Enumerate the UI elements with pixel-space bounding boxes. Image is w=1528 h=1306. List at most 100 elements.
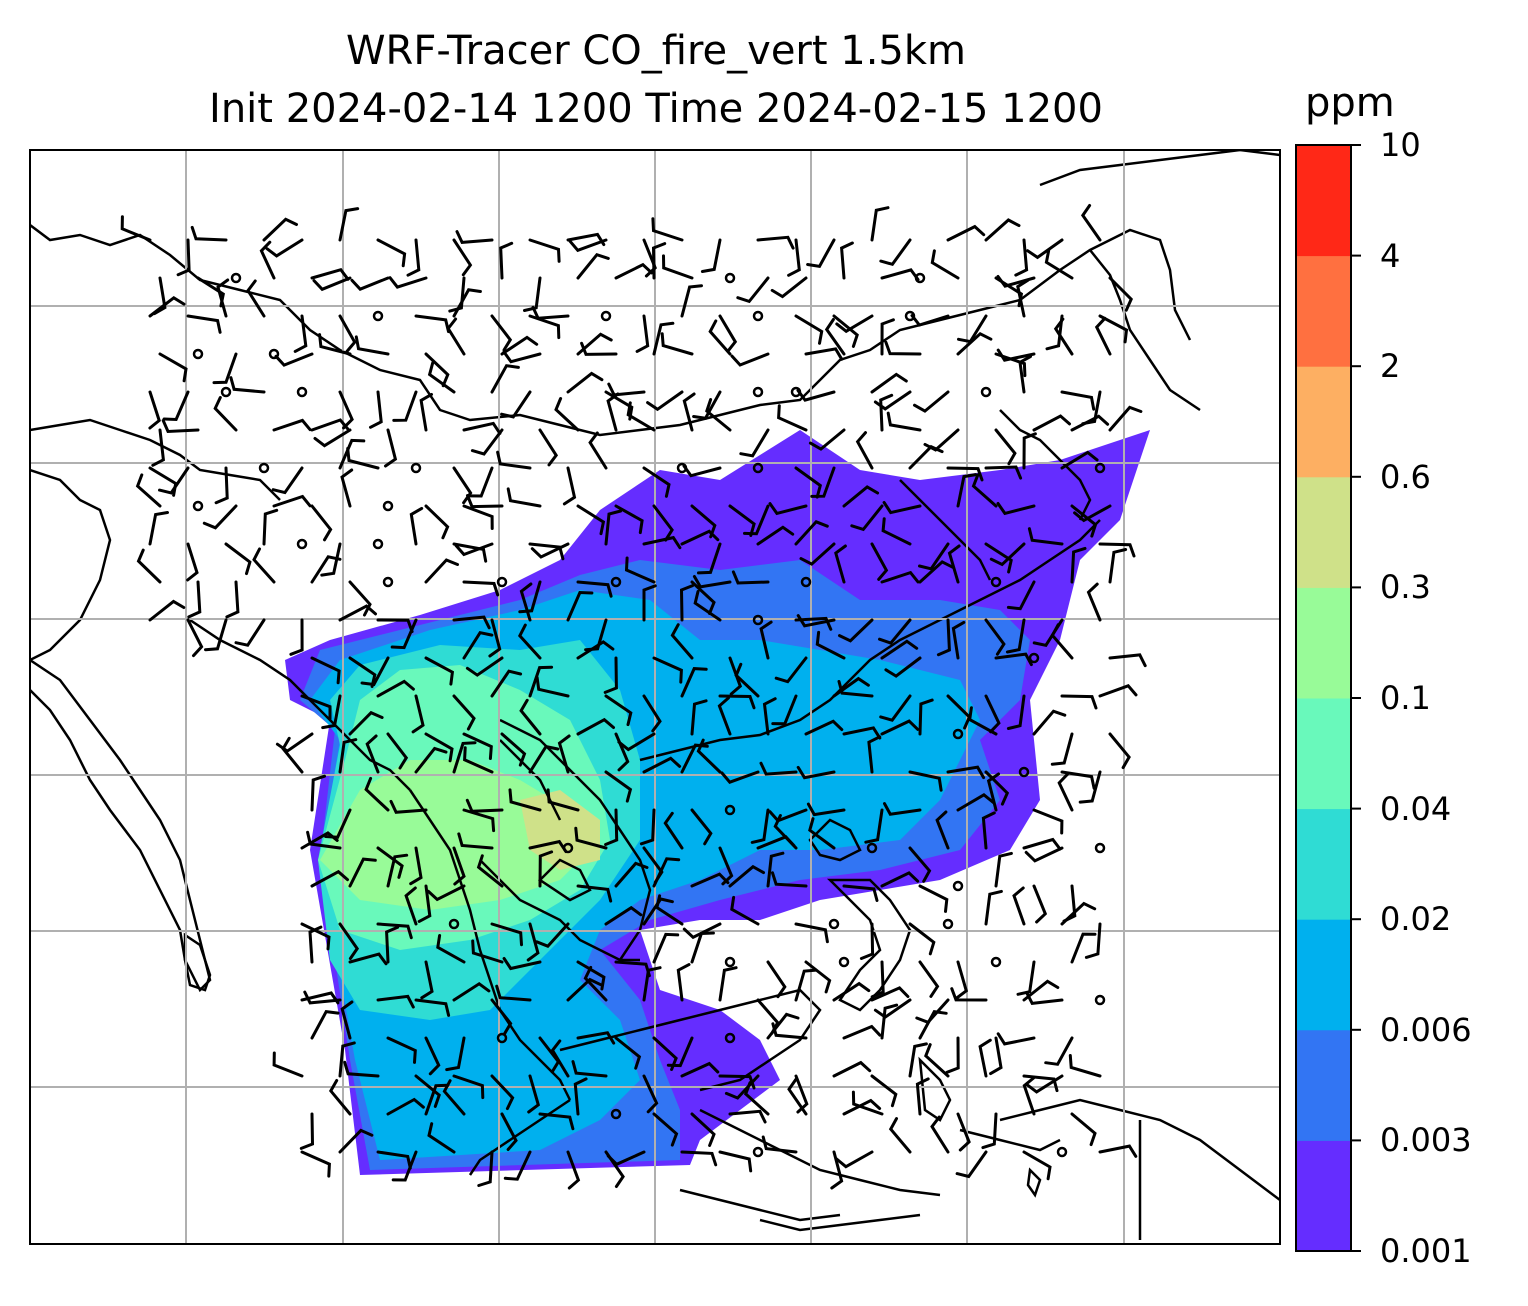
wind-barb (824, 318, 846, 356)
wind-barb (452, 846, 466, 886)
wind-barb (666, 1036, 694, 1068)
wind-barb (870, 960, 885, 999)
wind-barb (642, 1074, 659, 1114)
wind-barb (908, 770, 943, 792)
wind-barb (880, 318, 895, 356)
wind-barb (743, 1081, 770, 1116)
wind-barb (604, 694, 633, 727)
wind-barb (870, 206, 890, 242)
wind-barb (663, 811, 684, 850)
wind-barb (870, 986, 910, 1002)
wind-barb (682, 392, 696, 432)
wind-barb (834, 544, 847, 584)
wind-barb (414, 746, 448, 774)
wind-barb (1057, 772, 1074, 812)
calm-wind-marker (610, 576, 622, 588)
wind-barb (984, 889, 1003, 926)
wind-barb (1060, 901, 1097, 926)
wind-barb (338, 1128, 374, 1154)
wind-barb (946, 765, 986, 780)
wind-barb (340, 1000, 354, 1040)
wind-barb (424, 1083, 450, 1116)
wind-barb (424, 558, 459, 584)
wind-barb (566, 371, 604, 394)
wind-barb (614, 262, 654, 280)
wind-barb (466, 494, 504, 509)
wind-barb (1108, 405, 1143, 432)
wind-barb (910, 314, 950, 327)
wind-barb (1026, 238, 1064, 260)
wind-barb (771, 871, 808, 888)
wind-barb (884, 340, 922, 356)
wind-barb (908, 1042, 928, 1078)
wind-barb (662, 254, 694, 280)
wind-barb (730, 352, 770, 367)
wind-barb (527, 1074, 541, 1114)
wind-barb (502, 957, 542, 971)
wind-barb (580, 341, 618, 356)
wind-barb (573, 1077, 588, 1116)
wind-barb (1070, 504, 1098, 538)
wind-barb (884, 656, 922, 678)
wind-barb (535, 676, 570, 698)
wind-barb (832, 1060, 872, 1078)
wind-barb (873, 390, 912, 411)
wind-barb (642, 584, 657, 622)
wind-barb (718, 1074, 756, 1090)
wind-barb (465, 656, 504, 677)
wind-barb (212, 352, 238, 385)
wind-barb (452, 466, 473, 505)
wind-barb (424, 352, 450, 388)
wind-barb (1044, 1036, 1074, 1066)
wind-barb (690, 931, 715, 964)
wind-barb (720, 770, 760, 784)
wind-barb (642, 535, 682, 550)
calm-wind-marker (600, 310, 612, 322)
wind-barb (730, 895, 760, 926)
wind-barb (409, 506, 424, 546)
colorbar-tick-label: 0.006 (1380, 1010, 1472, 1049)
wind-barb (879, 238, 912, 267)
wind-barb (888, 1117, 912, 1154)
wind-barb (576, 960, 606, 991)
wind-barb (502, 350, 542, 364)
wind-barb (490, 314, 513, 352)
wind-barb (994, 652, 1033, 667)
wind-barb (815, 630, 846, 660)
wind-barb (462, 732, 493, 760)
wind-barb (490, 922, 523, 947)
wind-barb (508, 788, 542, 812)
wind-barb (981, 811, 996, 850)
wind-barb (728, 504, 756, 537)
wind-barb (463, 746, 494, 774)
wind-barb (414, 1074, 441, 1108)
wind-barb (148, 466, 178, 497)
wind-barb (452, 542, 488, 563)
wind-barb (470, 428, 504, 456)
wind-barb (908, 922, 936, 956)
wind-barb (583, 965, 608, 1002)
wind-barb (496, 450, 532, 470)
wind-barb (968, 706, 998, 736)
calm-wind-marker (496, 1032, 508, 1044)
wind-barb (956, 792, 995, 812)
wind-barb (446, 317, 466, 356)
wind-barb (984, 542, 1013, 574)
wind-barb (842, 1024, 882, 1040)
wind-barb (448, 276, 466, 313)
wind-barb (924, 1043, 950, 1078)
calm-wind-marker (752, 310, 764, 322)
calm-wind-marker (268, 348, 280, 360)
calm-wind-marker (382, 576, 394, 588)
wind-barb (642, 466, 671, 498)
wind-barb (680, 284, 703, 318)
colorbar-tick-label: 0.04 (1380, 789, 1452, 828)
wind-barb (1022, 1150, 1052, 1181)
wind-barb (557, 734, 571, 774)
calm-wind-marker (372, 538, 384, 550)
wind-barb (517, 623, 542, 660)
wind-barb (796, 765, 836, 780)
wind-barb (606, 392, 620, 432)
wind-barb (404, 886, 418, 926)
calm-wind-marker (296, 386, 308, 398)
